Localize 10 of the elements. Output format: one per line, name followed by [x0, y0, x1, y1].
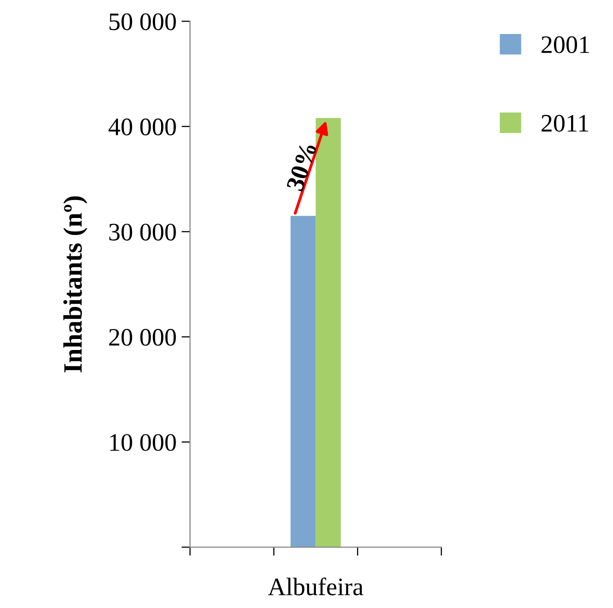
x-tick-label: Albufeira [268, 578, 364, 596]
y-tick-label: 10 000 [110, 434, 176, 451]
legend-label: 2001 [542, 36, 589, 54]
y-tick-label: 20 000 [109, 328, 176, 346]
y-tick-label: 30 000 [109, 224, 176, 241]
y-axis-title: Inhabitants (nº) [63, 196, 88, 372]
annotation: 30% [286, 142, 317, 192]
legend-label: 2011 [542, 114, 588, 132]
y-tick-label: 50 000 [110, 13, 176, 30]
y-tick-label: 40 000 [108, 118, 176, 136]
